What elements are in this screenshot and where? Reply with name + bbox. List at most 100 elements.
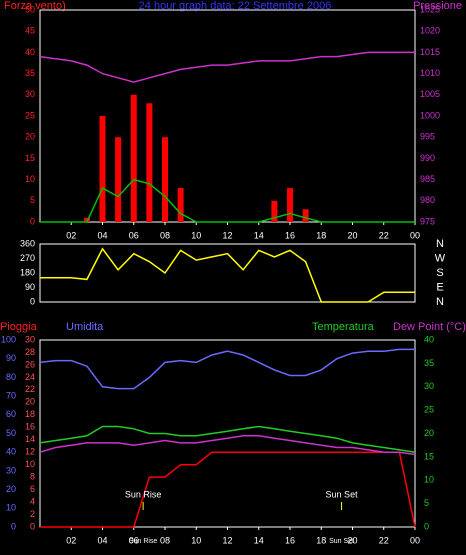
y-tick-label: 10: [6, 503, 16, 513]
y-tick-label: 995: [420, 132, 435, 142]
x-tick-label: 00: [410, 230, 420, 240]
y-tick-label: 4: [30, 496, 35, 506]
y-tick-label: 30: [424, 381, 434, 391]
bar: [115, 137, 122, 222]
data-line: [39, 348, 415, 390]
y-tick-label: 5: [30, 195, 35, 205]
y-tick-label: 360: [20, 238, 35, 248]
x-tick-label: 18: [316, 535, 326, 545]
x-tick-label: 02: [66, 230, 76, 240]
y-tick-label: 20: [424, 428, 434, 438]
y-tick-label: 1000: [420, 110, 440, 120]
x-tick-label: 22: [379, 230, 389, 240]
x-tick-label: 20: [347, 535, 357, 545]
bar: [302, 209, 309, 222]
x-tick-label: 00: [410, 535, 420, 545]
temperature-label: Temperatura: [312, 321, 375, 333]
compass-label: E: [436, 281, 443, 293]
y-tick-label: 990: [420, 153, 435, 163]
bar: [146, 103, 153, 222]
y-tick-label: 980: [420, 195, 435, 205]
y-tick-label: 40: [424, 334, 434, 344]
chart-title: 24 hour graph data: 22 Settembre 2006: [139, 0, 332, 12]
x-tick-label: 12: [222, 535, 232, 545]
y-tick-label: 25: [25, 110, 35, 120]
x-tick-label: 06: [129, 535, 139, 545]
y-tick-label: 30: [25, 89, 35, 99]
rain-label: Pioggia: [0, 321, 38, 333]
y-tick-label: 60: [6, 409, 16, 419]
data-line: [39, 425, 416, 453]
compass-label: W: [435, 252, 446, 264]
y-tick-label: 22: [25, 384, 35, 394]
y-tick-label: 35: [25, 68, 35, 78]
x-tick-label: 10: [191, 230, 201, 240]
y-tick-label: 18: [25, 409, 35, 419]
y-tick-label: 0: [424, 521, 429, 531]
data-line: [40, 451, 416, 528]
bar: [287, 188, 293, 222]
y-tick-label: 80: [6, 372, 16, 382]
plot-frame: [39, 243, 416, 303]
y-tick-label: 30: [25, 334, 35, 344]
y-tick-label: 90: [25, 282, 35, 292]
y-tick-label: 14: [25, 434, 35, 444]
y-tick-label: 1010: [420, 68, 440, 78]
y-tick-label: 50: [25, 4, 35, 14]
y-tick-label: 0: [30, 296, 35, 306]
y-tick-label: 30: [6, 465, 16, 475]
y-axis-label: Forza vento): [4, 0, 66, 12]
y-tick-label: 12: [25, 447, 35, 457]
y-tick-label: 90: [6, 353, 16, 363]
y-tick-label: 0: [11, 521, 16, 531]
y-tick-label: 16: [25, 422, 35, 432]
y-tick-label: 50: [6, 428, 16, 438]
y-tick-label: 1005: [420, 89, 440, 99]
humidity-label: Umidita: [66, 321, 104, 333]
x-tick-label: 22: [379, 535, 389, 545]
data-line: [39, 51, 415, 83]
x-tick-label: 12: [222, 230, 232, 240]
x-tick-label: 04: [97, 535, 107, 545]
compass-label: N: [436, 238, 444, 250]
bar: [271, 200, 278, 222]
x-tick-label: 16: [285, 535, 295, 545]
y-tick-label: 15: [424, 451, 434, 461]
bar: [83, 217, 90, 222]
y-tick-label: 100: [1, 334, 16, 344]
x-tick-label: 16: [285, 230, 295, 240]
x-tick-label: 02: [66, 535, 76, 545]
y-tick-label: 70: [6, 390, 16, 400]
y-tick-label: 10: [25, 459, 35, 469]
data-line: [40, 178, 415, 223]
compass-label: N: [436, 296, 444, 308]
y-tick-label: 10: [25, 174, 35, 184]
data-line: [39, 435, 416, 456]
x-tick-label: 20: [347, 230, 357, 240]
y-tick-label: 28: [25, 347, 35, 357]
data-line: [40, 247, 415, 303]
y2-axis-label: Pressione: [413, 0, 462, 12]
y-tick-label: 8: [30, 472, 35, 482]
y-tick-label: 6: [30, 484, 35, 494]
y-tick-label: 26: [25, 359, 35, 369]
y-tick-label: 45: [25, 26, 35, 36]
x-tick-label: 06: [129, 230, 139, 240]
x-tick-label: 14: [254, 535, 264, 545]
annotation: Sun Rise: [125, 489, 162, 499]
dewpoint-label: Dew Point (°C): [393, 321, 466, 333]
y-tick-label: 20: [25, 397, 35, 407]
y-tick-label: 975: [420, 216, 435, 226]
x-tick-label: 10: [191, 535, 201, 545]
y-tick-label: 5: [424, 498, 429, 508]
compass-label: S: [436, 267, 443, 279]
bar: [130, 94, 137, 222]
x-tick-label: 08: [160, 535, 170, 545]
y-tick-label: 40: [25, 47, 35, 57]
annotation: Sun Set: [326, 489, 359, 499]
y-tick-label: 0: [30, 216, 35, 226]
annotation-axis-label: Sun Set: [329, 538, 354, 545]
